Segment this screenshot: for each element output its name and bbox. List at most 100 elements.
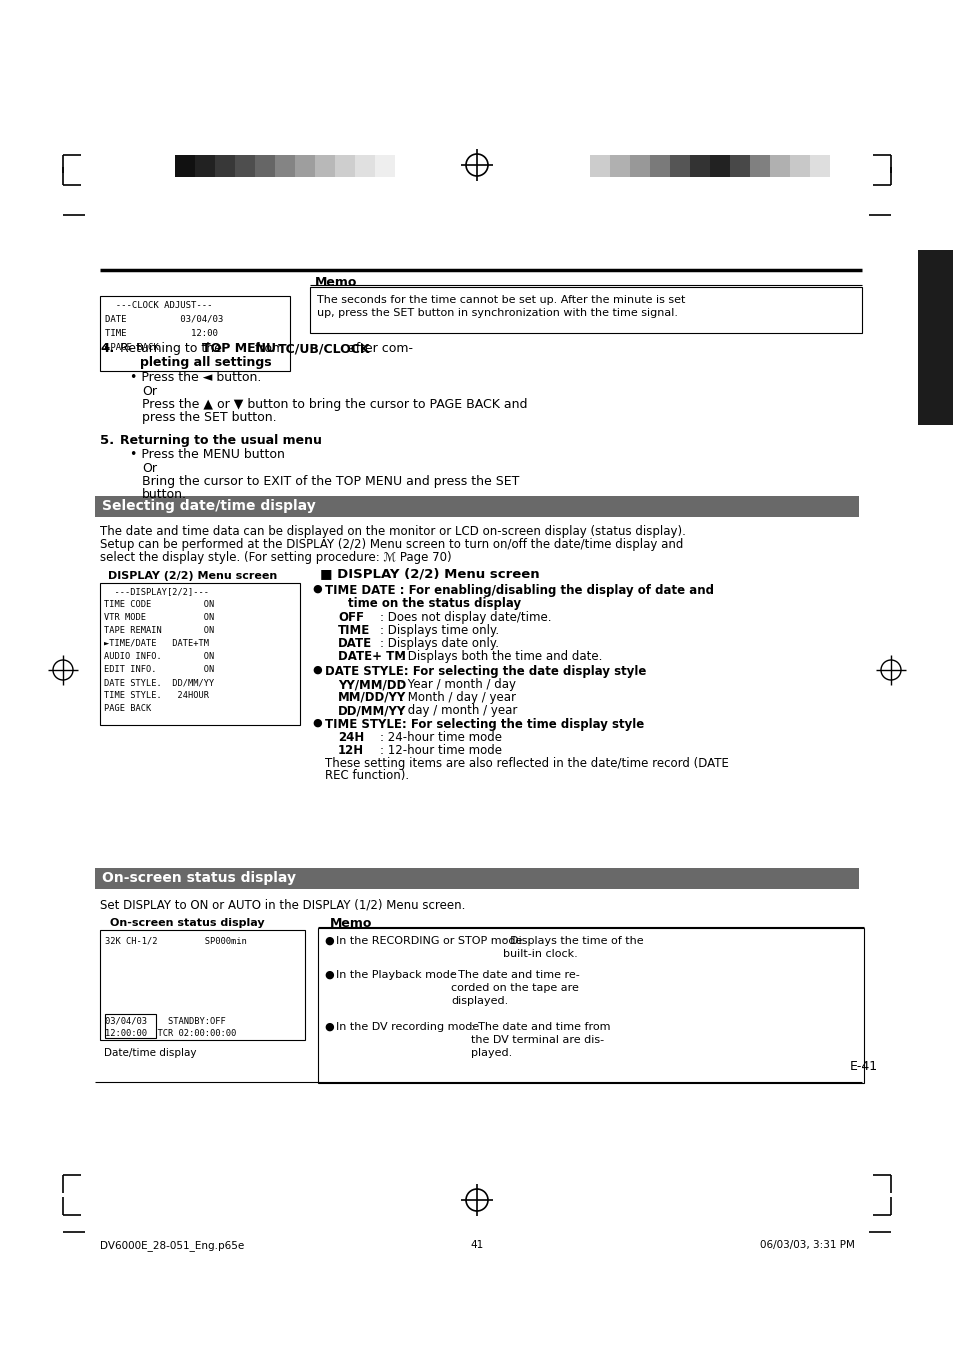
Text: YY/MM/DD: YY/MM/DD: [337, 678, 406, 690]
Text: Returning to the: Returning to the: [120, 342, 226, 355]
Text: DV6000E_28-051_Eng.p65e: DV6000E_28-051_Eng.p65e: [100, 1240, 244, 1251]
Bar: [375, 155, 395, 177]
Bar: [95, 496, 858, 517]
Text: 12:00:00  TCR 02:00:00:00: 12:00:00 TCR 02:00:00:00: [105, 1029, 236, 1038]
Text: : Displays date only.: : Displays date only.: [379, 638, 498, 650]
Text: PAGE BACK: PAGE BACK: [104, 704, 152, 713]
Bar: [317, 928, 863, 1084]
Text: played.: played.: [471, 1048, 512, 1058]
Text: 32K CH-1/2         SP000min: 32K CH-1/2 SP000min: [105, 936, 247, 944]
Text: OFF: OFF: [337, 611, 364, 624]
Bar: [174, 155, 194, 177]
Text: : Displays both the time and date.: : Displays both the time and date.: [399, 650, 601, 663]
Bar: [105, 1015, 156, 1038]
Bar: [274, 155, 294, 177]
Text: DATE: DATE: [337, 638, 372, 650]
Text: : Does not display date/time.: : Does not display date/time.: [379, 611, 551, 624]
Text: TIME STYLE: For selecting the time display style: TIME STYLE: For selecting the time displ…: [325, 717, 643, 731]
Text: EDIT INFO.         ON: EDIT INFO. ON: [104, 665, 214, 674]
Text: E-41: E-41: [849, 1061, 877, 1073]
Text: ►PAGE BACK: ►PAGE BACK: [105, 343, 158, 353]
Text: Memo: Memo: [330, 917, 372, 929]
Bar: [395, 155, 415, 177]
Bar: [609, 155, 629, 177]
Text: Returning to the usual menu: Returning to the usual menu: [120, 434, 321, 447]
Text: pleting all settings: pleting all settings: [140, 357, 272, 369]
Bar: [809, 155, 829, 177]
Text: 4.: 4.: [100, 342, 114, 355]
Bar: [669, 155, 689, 177]
Bar: [310, 286, 862, 332]
Bar: [100, 296, 290, 372]
Text: In the RECORDING or STOP mode: In the RECORDING or STOP mode: [335, 936, 522, 946]
Text: : The date and time re-: : The date and time re-: [451, 970, 579, 979]
Text: AUDIO INFO.        ON: AUDIO INFO. ON: [104, 653, 214, 661]
Text: time on the status display: time on the status display: [348, 597, 520, 611]
Text: TC/UB/CLOCK: TC/UB/CLOCK: [277, 342, 370, 355]
Text: : Month / day / year: : Month / day / year: [399, 690, 516, 704]
Text: VTR MODE           ON: VTR MODE ON: [104, 613, 214, 621]
Text: DATE          03/04/03: DATE 03/04/03: [105, 315, 223, 324]
Text: TIME DATE : For enabling/disabling the display of date and: TIME DATE : For enabling/disabling the d…: [325, 584, 713, 597]
Bar: [789, 155, 809, 177]
Text: DD/MM/YY: DD/MM/YY: [337, 704, 406, 717]
Text: TOP MENU: TOP MENU: [202, 342, 275, 355]
Text: select the display style. (For setting procedure: ℳ Page 70): select the display style. (For setting p…: [100, 551, 451, 563]
Text: : day / month / year: : day / month / year: [399, 704, 517, 717]
Text: 12H: 12H: [337, 744, 364, 757]
Text: : 24-hour time mode: : 24-hour time mode: [379, 731, 501, 744]
Text: ●: ●: [324, 1021, 334, 1032]
Text: after com-: after com-: [344, 342, 413, 355]
Text: In the Playback mode: In the Playback mode: [335, 970, 456, 979]
Text: ●: ●: [324, 970, 334, 979]
Text: 03/04/03    STANDBY:OFF: 03/04/03 STANDBY:OFF: [105, 1017, 226, 1025]
Text: ●: ●: [312, 584, 321, 594]
Text: : Year / month / day: : Year / month / day: [399, 678, 516, 690]
Text: : 12-hour time mode: : 12-hour time mode: [379, 744, 501, 757]
Bar: [254, 155, 274, 177]
Bar: [194, 155, 214, 177]
Text: TIME CODE          ON: TIME CODE ON: [104, 600, 214, 609]
Text: : Displays the time of the: : Displays the time of the: [502, 936, 643, 946]
Bar: [769, 155, 789, 177]
Text: DATE STYLE.  DD/MM/YY: DATE STYLE. DD/MM/YY: [104, 678, 214, 688]
Text: : The date and time from: : The date and time from: [471, 1021, 610, 1032]
Bar: [314, 155, 335, 177]
Text: TAPE REMAIN        ON: TAPE REMAIN ON: [104, 626, 214, 635]
Text: 06/03/03, 3:31 PM: 06/03/03, 3:31 PM: [760, 1240, 854, 1250]
Text: press the SET button.: press the SET button.: [142, 411, 276, 424]
Bar: [234, 155, 254, 177]
Bar: [214, 155, 234, 177]
Text: • Press the MENU button: • Press the MENU button: [130, 449, 285, 461]
Text: • Press the ◄ button.: • Press the ◄ button.: [130, 372, 261, 384]
Text: TIME STYLE.   24HOUR: TIME STYLE. 24HOUR: [104, 690, 209, 700]
Bar: [100, 929, 305, 1040]
Text: ---CLOCK ADJUST---: ---CLOCK ADJUST---: [105, 301, 213, 309]
Text: On-screen status display: On-screen status display: [110, 917, 264, 928]
Text: ■ DISPLAY (2/2) Menu screen: ■ DISPLAY (2/2) Menu screen: [319, 567, 539, 580]
Text: Or: Or: [142, 385, 157, 399]
Text: Set DISPLAY to ON or AUTO in the DISPLAY (1/2) Menu screen.: Set DISPLAY to ON or AUTO in the DISPLAY…: [100, 898, 465, 911]
Bar: [95, 867, 858, 889]
Text: These setting items are also reflected in the date/time record (DATE: These setting items are also reflected i…: [325, 757, 728, 770]
Text: DATE+ TM: DATE+ TM: [337, 650, 406, 663]
Text: the DV terminal are dis-: the DV terminal are dis-: [471, 1035, 603, 1046]
Text: REC function).: REC function).: [325, 769, 409, 782]
Text: ●: ●: [312, 717, 321, 728]
Bar: [335, 155, 355, 177]
Text: On-screen status display: On-screen status display: [102, 871, 295, 885]
Bar: [589, 155, 609, 177]
Text: 5.: 5.: [100, 434, 114, 447]
Text: corded on the tape are: corded on the tape are: [451, 984, 578, 993]
Text: button.: button.: [142, 488, 187, 501]
Text: DATE STYLE: For selecting the date display style: DATE STYLE: For selecting the date displ…: [325, 665, 646, 678]
Bar: [917, 250, 953, 426]
Text: TIME            12:00: TIME 12:00: [105, 330, 217, 338]
Text: MM/DD/YY: MM/DD/YY: [337, 690, 406, 704]
Text: Bring the cursor to EXIT of the TOP MENU and press the SET: Bring the cursor to EXIT of the TOP MENU…: [142, 476, 518, 488]
Bar: [709, 155, 729, 177]
Text: In the DV recording mode: In the DV recording mode: [335, 1021, 478, 1032]
Bar: [749, 155, 769, 177]
Text: The date and time data can be displayed on the monitor or LCD on-screen display : The date and time data can be displayed …: [100, 526, 685, 538]
Text: ---DISPLAY[2/2]---: ---DISPLAY[2/2]---: [104, 586, 209, 596]
